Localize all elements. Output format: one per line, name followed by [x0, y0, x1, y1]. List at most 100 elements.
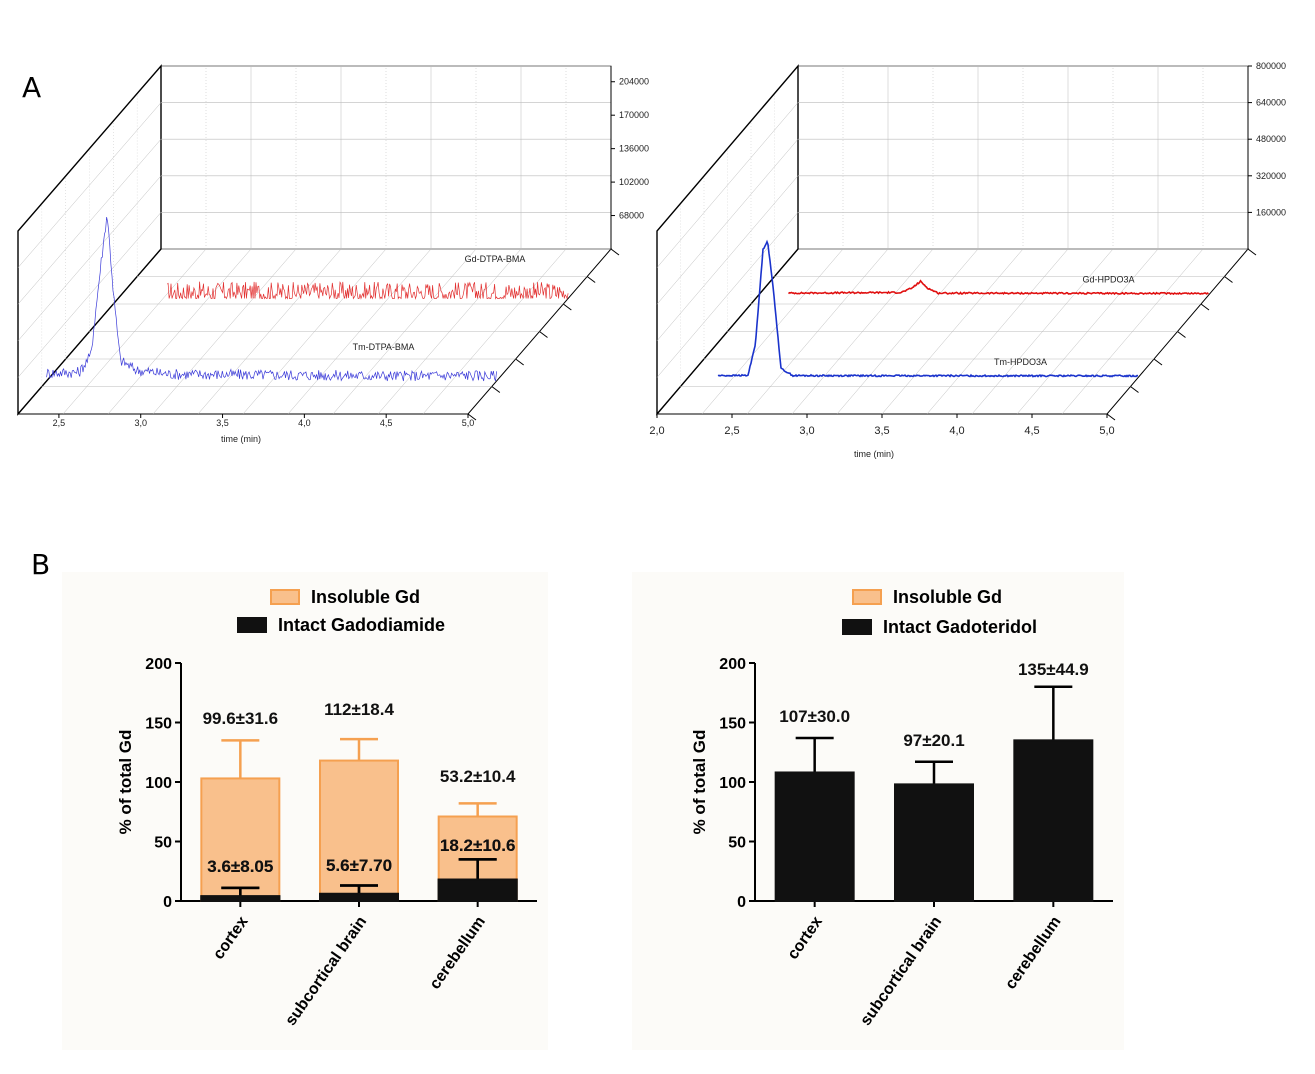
y-tick-label: 320000 [1256, 171, 1286, 181]
y-tick-label: 0 [737, 894, 746, 911]
series-label: Gd-DTPA-BMA [465, 254, 526, 264]
y-tick-label: 640000 [1256, 98, 1286, 108]
panel-letter-a: A [22, 71, 41, 104]
y-tick-label: 150 [145, 716, 172, 733]
data-label: 3.6±8.05 [207, 857, 273, 876]
depth-tick [586, 276, 596, 283]
y-tick-label: 800000 [1256, 61, 1286, 71]
y-tick-label: 50 [728, 835, 746, 852]
legend-swatch [270, 589, 300, 605]
data-label: 97±20.1 [903, 731, 964, 750]
legend-swatch [852, 589, 882, 605]
depth-tick [539, 331, 548, 338]
depth-tick [515, 358, 524, 366]
y-tick-label: 50 [154, 835, 172, 852]
data-label: 3.6±8.05 [207, 857, 273, 876]
y-tick-label: 200 [719, 656, 746, 673]
depth-tick [1153, 358, 1163, 366]
depth-tick [1224, 276, 1233, 283]
depth-tick [1177, 331, 1186, 338]
depth-tick [610, 248, 620, 256]
bar-intact [437, 878, 518, 903]
legend-swatch [842, 619, 872, 635]
depth-tick [1106, 413, 1116, 421]
depth-tick [491, 386, 501, 393]
x-tick-label: 2,5 [724, 425, 739, 437]
y-tick-label: 0 [163, 894, 172, 911]
y-tick-label: 136000 [619, 144, 649, 154]
grid-line [17, 139, 162, 305]
grid-line [656, 102, 799, 268]
data-label: 5.6±7.70 [326, 856, 392, 875]
grid-line [17, 175, 162, 341]
bar-Intact Gadoteridol [1013, 739, 1094, 902]
bar-intact [319, 892, 399, 902]
trace-Tm-DTPA-BMA [46, 217, 497, 382]
y-tick-label: 200 [145, 656, 172, 673]
waterfall-chart-left: 68000 102000 136000 170000 204000 2,5 3,0 3,5 4,… [16, 64, 649, 444]
y-axis-title: % of total Gd [116, 730, 135, 835]
x-axis-title: time (min) [221, 434, 261, 444]
data-label: 135±44.9 [1018, 660, 1089, 679]
bar-Intact Gadoteridol [774, 771, 855, 902]
waterfall-chart-right: 160000 320000 480000 640000 800000 2,0 2,5 3,0 3… [649, 61, 1286, 459]
x-tick-label: 4,5 [1024, 425, 1039, 437]
depth-tick [1247, 248, 1257, 256]
legend-label: Insoluble Gd [311, 587, 420, 607]
x-tick-label: 4,0 [298, 418, 311, 428]
series-label: Tm-HPDO3A [994, 357, 1047, 367]
y-tick-label: 160000 [1256, 207, 1286, 217]
legend-label: Insoluble Gd [893, 587, 1002, 607]
y-tick-label: 170000 [619, 110, 649, 120]
x-tick-label: 3,0 [799, 425, 814, 437]
trace-Tm-HPDO3A [717, 239, 1139, 378]
bar-Intact Gadoteridol [894, 783, 974, 903]
data-label: 112±18.4 [324, 700, 394, 719]
bar-chart-left-background [62, 572, 548, 1050]
grid-line [656, 139, 799, 305]
x-tick-label: 4,0 [949, 425, 964, 437]
y-axis-title: % of total Gd [690, 730, 709, 835]
depth-tick [467, 413, 477, 421]
y-tick-label: 100 [719, 775, 746, 792]
y-tick-label: 204000 [619, 77, 649, 87]
x-tick-label: 3,0 [134, 418, 147, 428]
bar-intact [200, 895, 281, 902]
depth-tick [1200, 303, 1210, 311]
x-axis-title: time (min) [854, 449, 894, 459]
panel-letter-b: B [31, 548, 50, 581]
series-label: Gd-HPDO3A [1083, 274, 1135, 284]
bar-Insoluble Gd [200, 777, 281, 902]
series-label: Tm-DTPA-BMA [353, 342, 415, 352]
x-tick-label: 3,5 [216, 418, 229, 428]
legend-label: Intact Gadoteridol [883, 617, 1037, 637]
data-label: 99.6±31.6 [203, 709, 279, 728]
data-label: 107±30.0 [779, 707, 850, 726]
x-tick-label: 4,5 [380, 418, 393, 428]
y-tick-label: 100 [145, 775, 172, 792]
y-tick-label: 150 [719, 716, 746, 733]
depth-tick [1130, 386, 1139, 393]
x-tick-label: 2,0 [649, 425, 664, 437]
trace-Gd-HPDO3A [787, 279, 1209, 296]
y-tick-label: 68000 [619, 211, 644, 221]
bar-chart-left: Insoluble Gd Intact Gadodiamide 0 50 100 150 2… [116, 587, 537, 1029]
x-tick-label: 5,0 [462, 418, 475, 428]
x-tick-label: 5,0 [1099, 425, 1114, 437]
depth-tick [563, 303, 572, 311]
legend-label: Intact Gadodiamide [278, 615, 445, 635]
grid-line [17, 102, 162, 268]
data-label: 5.6±7.70 [326, 856, 392, 875]
grid-line [656, 175, 799, 341]
legend-swatch [237, 617, 267, 633]
x-tick-label: 2,5 [53, 418, 66, 428]
data-label: 18.2±10.6 [440, 836, 516, 855]
y-tick-label: 102000 [619, 177, 649, 187]
data-label: 53.2±10.4 [440, 767, 516, 786]
bar-Insoluble Gd [319, 759, 399, 903]
x-tick-label: 3,5 [874, 425, 889, 437]
trace-Gd-DTPA-BMA [166, 281, 569, 300]
data-label: 18.2±10.6 [440, 836, 516, 855]
y-tick-label: 480000 [1256, 134, 1286, 144]
